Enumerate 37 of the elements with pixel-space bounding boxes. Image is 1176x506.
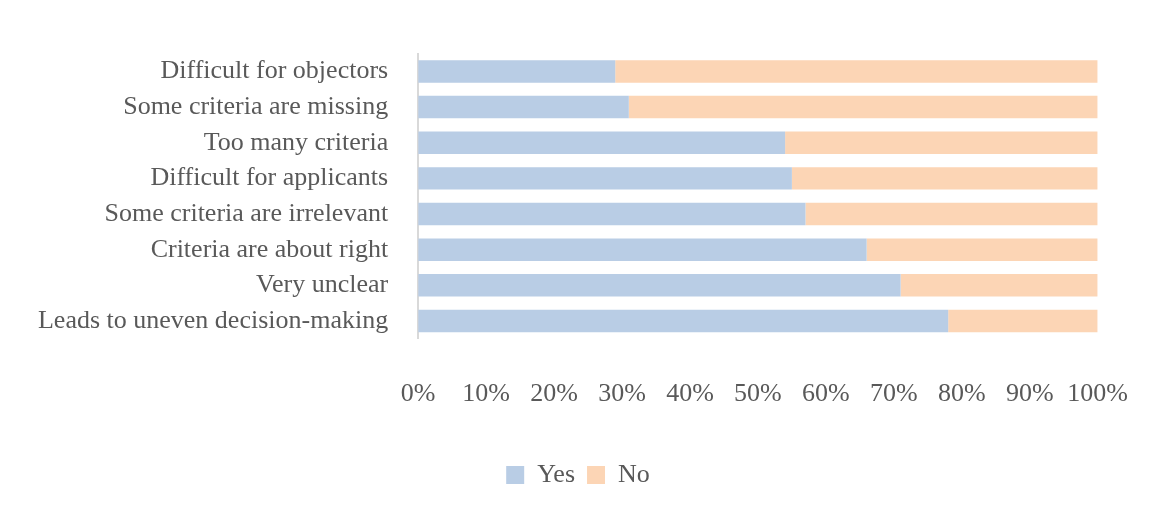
- y-tick-label: Very unclear: [256, 269, 389, 299]
- bar: [418, 274, 901, 297]
- bar: [805, 202, 1098, 226]
- y-tick-label: Some criteria are irrelevant: [104, 197, 389, 227]
- y-tick-label: Criteria are about right: [150, 233, 389, 263]
- y-tick-label: Leads to uneven decision-making: [37, 304, 389, 334]
- bar: [948, 309, 1098, 333]
- x-tick-label: 50%: [734, 378, 782, 408]
- bar: [628, 95, 1098, 119]
- bar: [900, 274, 1098, 297]
- y-tick-label: Some criteria are missing: [123, 90, 389, 120]
- bar: [418, 60, 616, 83]
- x-tick-label: 70%: [869, 378, 918, 408]
- bar: [615, 60, 1098, 83]
- legend-label: Yes: [537, 458, 576, 488]
- x-tick-label: 10%: [462, 378, 510, 408]
- bar: [418, 167, 792, 190]
- x-tick-label: 30%: [598, 378, 646, 408]
- bar: [418, 202, 806, 226]
- x-tick-label: 0%: [400, 378, 436, 408]
- bar: [785, 131, 1098, 154]
- bar: [418, 95, 629, 119]
- legend-label: No: [618, 458, 650, 488]
- x-tick-label: 100%: [1067, 378, 1129, 408]
- y-tick-label: Too many criteria: [203, 126, 389, 156]
- y-tick-label: Difficult for objectors: [160, 55, 389, 85]
- bar: [866, 238, 1098, 261]
- bar: [418, 131, 786, 154]
- x-tick-label: 60%: [802, 378, 850, 408]
- bar: [418, 238, 867, 261]
- x-tick-label: 20%: [530, 378, 578, 408]
- y-tick-label: Difficult for applicants: [150, 162, 389, 192]
- x-tick-label: 80%: [937, 378, 986, 408]
- bar: [418, 309, 949, 333]
- bar: [791, 167, 1098, 190]
- x-tick-label: 90%: [1005, 378, 1054, 408]
- x-tick-label: 40%: [666, 378, 714, 408]
